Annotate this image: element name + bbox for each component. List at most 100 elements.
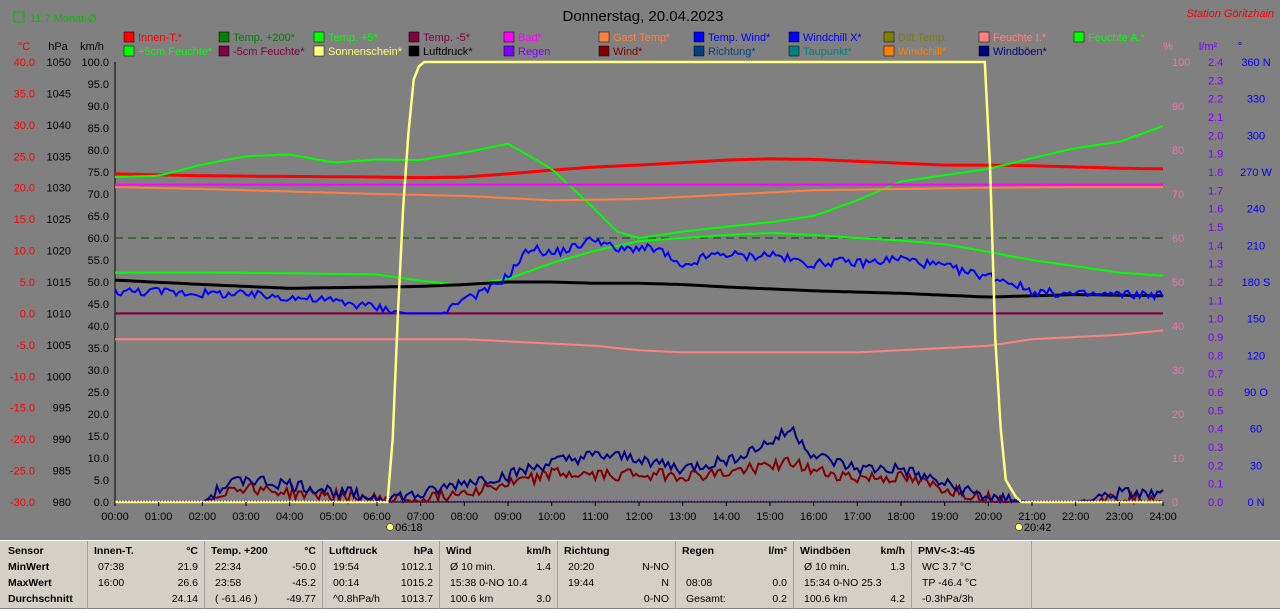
stats-column-unit: l/m²	[768, 545, 787, 557]
stats-cell-value: 0-NO	[643, 593, 669, 605]
rain-axis-tick-label: 0.0	[1208, 497, 1223, 509]
x-tick-label: 24:00	[1149, 511, 1177, 523]
rain-axis-tick-label: 1.9	[1208, 149, 1223, 161]
legend-swatch	[788, 31, 800, 43]
legend-swatch	[313, 31, 325, 43]
stats-cell-value: 0.0	[772, 577, 787, 589]
stats-cell-time: 16:00	[98, 577, 125, 589]
humidity-axis-tick-label: 80	[1172, 145, 1184, 157]
wind-axis-unit-label: km/h	[80, 41, 104, 53]
wind-axis-tick-label: 100.0	[81, 57, 109, 69]
legend-swatch	[598, 31, 610, 43]
pressure-axis-tick-label: 1025	[47, 214, 71, 226]
row-label-sensor: Sensor	[8, 545, 44, 557]
x-tick-label: 01:00	[145, 511, 173, 523]
pressure-axis-tick-label: 1035	[47, 151, 71, 163]
stats-footer: Sensor MinWert MaxWert Durchschnitt Inne…	[0, 540, 1280, 609]
station-label: Station Göritzhain	[1187, 8, 1274, 20]
x-tick-label: 18:00	[887, 511, 915, 523]
temp-axis-tick-label: -20.0	[10, 434, 35, 446]
temp-axis-tick-label: -15.0	[10, 403, 35, 415]
x-tick-label: 04:00	[276, 511, 304, 523]
stats-column-unit: km/h	[526, 545, 551, 557]
humidity-axis-tick-label: 100	[1172, 57, 1190, 69]
pressure-axis-tick-label: 1030	[47, 183, 71, 195]
stats-cell-value: -45.2	[292, 577, 316, 589]
stats-column: Richtung 20:20 N-NO 19:44 N 0-NO	[558, 541, 676, 609]
series-line	[115, 329, 1164, 354]
series-line	[115, 456, 1164, 506]
x-tick-label: 19:00	[931, 511, 959, 523]
temp-axis-tick-label: -30.0	[10, 497, 35, 509]
row-label-min: MinWert	[8, 561, 50, 573]
legend-label: Sonnenschein*	[328, 46, 403, 58]
wind-axis-tick-label: 75.0	[88, 167, 109, 179]
rain-axis-unit-label: l/m²	[1199, 41, 1218, 53]
stats-cell-time: ( -61.46 )	[215, 593, 258, 605]
legend-label: Diff.Temp.	[898, 32, 947, 44]
x-tick-label: 05:00	[320, 511, 348, 523]
legend-label: Richtung*	[708, 46, 756, 58]
legend-label: Temp. -5*	[423, 32, 471, 44]
wind-axis-tick-label: 45.0	[88, 299, 109, 311]
x-tick-label: 10:00	[538, 511, 566, 523]
direction-axis-tick-label: 0 N	[1247, 497, 1264, 509]
x-tick-label: 02:00	[189, 511, 217, 523]
legend-swatch	[408, 31, 420, 43]
stats-cell-value: N-NO	[642, 561, 669, 573]
wind-axis-tick-label: 35.0	[88, 343, 109, 355]
legend-swatch	[693, 45, 705, 57]
rain-axis-tick-label: 0.9	[1208, 332, 1223, 344]
pressure-axis-unit-label: hPa	[48, 41, 68, 53]
rain-axis-tick-label: 2.0	[1208, 130, 1223, 142]
legend-swatch	[1073, 31, 1085, 43]
legend-label: Windchill*	[898, 46, 947, 58]
stats-cell-time: 100.6 km	[804, 593, 848, 605]
legend-label: Regen	[518, 46, 550, 58]
stats-cell-time: TP -46.4 °C	[922, 577, 977, 589]
stats-column-title: Innen-T.	[94, 545, 134, 557]
sunrise-sun-icon	[386, 523, 394, 531]
pressure-axis-tick-label: 1010	[47, 308, 71, 320]
stats-cell-value: 1013.7	[400, 593, 433, 605]
stats-column: Wind km/h Ø 10 min. 1.4 15:38 0-NO 10.4 100.6…	[440, 541, 558, 609]
humidity-axis-tick-label: 50	[1172, 277, 1184, 289]
legend-label: Taupunkt*	[803, 46, 853, 58]
rain-axis-tick-label: 1.2	[1208, 277, 1223, 289]
pressure-axis-tick-label: 980	[53, 497, 71, 509]
stats-column: Temp. +200 °C 22:34 -50.0 23:58 -45.2 ( -61.46…	[205, 541, 323, 609]
stats-cell-time: Ø 10 min.	[804, 561, 850, 573]
temp-axis-tick-label: -10.0	[10, 371, 35, 383]
monat-label: 11.7 Monat-Ø	[30, 13, 97, 25]
legend-label: Temp. +5*	[328, 32, 379, 44]
direction-axis-tick-label: 90 O	[1244, 387, 1268, 399]
rain-axis-tick-label: 0.5	[1208, 405, 1223, 417]
legend-swatch	[978, 45, 990, 57]
stats-cell-time: Ø 10 min.	[450, 561, 496, 573]
humidity-axis-unit-label: %	[1163, 41, 1173, 53]
stats-cell-value: N	[661, 577, 669, 589]
pressure-axis-tick-label: 990	[53, 434, 71, 446]
stats-cell-value: 1.3	[890, 561, 905, 573]
wind-axis-tick-label: 20.0	[88, 409, 109, 421]
wind-axis-tick-label: 50.0	[88, 277, 109, 289]
legend-swatch	[313, 45, 325, 57]
chart-background	[0, 0, 1280, 540]
rain-axis-tick-label: 0.3	[1208, 442, 1223, 454]
stats-cell-value: 21.9	[177, 561, 198, 573]
pressure-axis-tick-label: 1020	[47, 246, 71, 258]
stats-column-title: Richtung	[564, 545, 610, 557]
x-tick-label: 23:00	[1106, 511, 1134, 523]
monat-checkbox-icon[interactable]	[13, 11, 25, 23]
direction-axis-tick-label: 330	[1247, 94, 1265, 106]
stats-row-labels: Sensor MinWert MaxWert Durchschnitt	[0, 541, 88, 609]
row-label-avg: Durchschnitt	[8, 593, 73, 605]
rain-axis-tick-label: 0.6	[1208, 387, 1223, 399]
direction-axis-tick-label: 150	[1247, 314, 1265, 326]
legend-label: +5cm Feuchte*	[138, 46, 213, 58]
legend-swatch	[503, 31, 515, 43]
legend-swatch	[218, 45, 230, 57]
rain-axis-tick-label: 0.2	[1208, 460, 1223, 472]
stats-cell-value: 1015.2	[400, 577, 433, 589]
humidity-axis-tick-label: 90	[1172, 101, 1184, 113]
